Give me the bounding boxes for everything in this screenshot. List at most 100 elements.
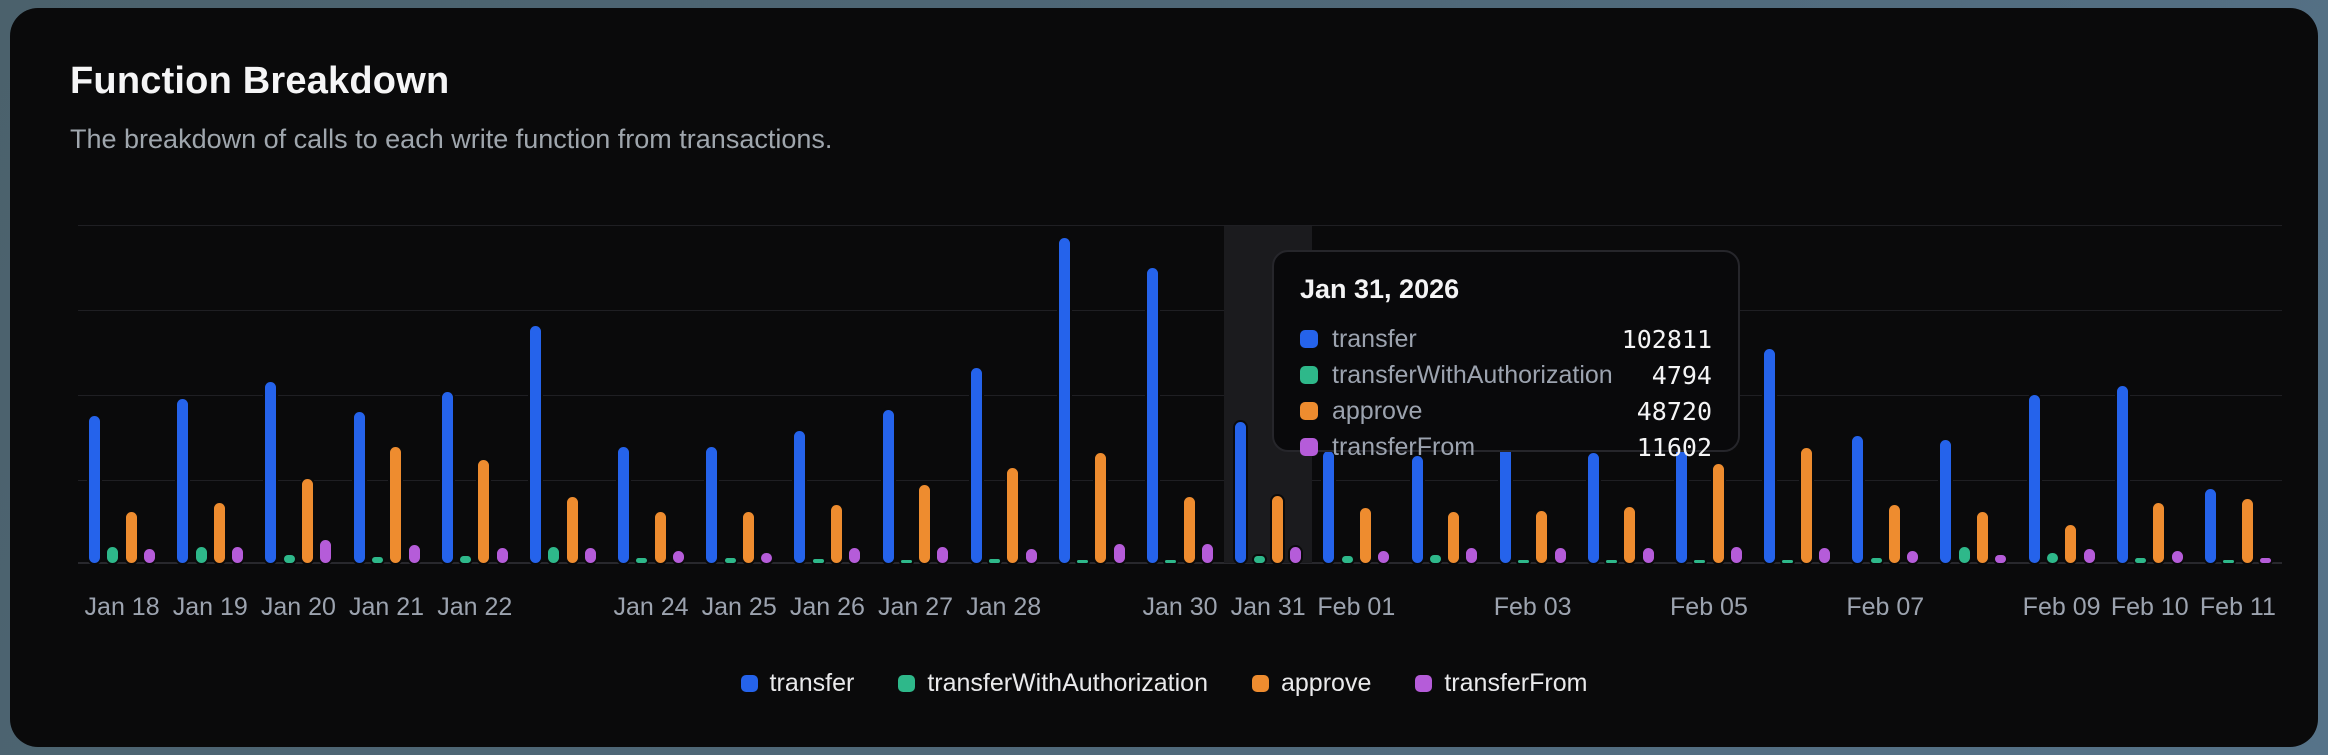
bar-transferWithAuthorization-feb-06[interactable] [1782, 560, 1794, 563]
bar-transferFrom-jan-25[interactable] [761, 553, 773, 563]
bar-approve-jan-27[interactable] [919, 485, 931, 563]
bar-transfer-feb-10[interactable] [2116, 386, 2128, 563]
bar-transferFrom-feb-06[interactable] [1819, 548, 1831, 563]
bar-transferWithAuthorization-jan-24[interactable] [636, 558, 648, 563]
bar-transferFrom-jan-19[interactable] [232, 547, 244, 563]
bar-transferFrom-jan-30[interactable] [1201, 544, 1213, 563]
bar-transferWithAuthorization-jan-19[interactable] [195, 547, 207, 563]
bar-transfer-feb-08[interactable] [1940, 440, 1952, 563]
bar-transferWithAuthorization-jan-21[interactable] [371, 557, 383, 563]
bar-transfer-jan-19[interactable] [177, 399, 189, 563]
bar-transferFrom-feb-04[interactable] [1642, 548, 1654, 563]
bar-approve-feb-06[interactable] [1800, 448, 1812, 563]
bar-transfer-jan-24[interactable] [618, 447, 630, 563]
bar-approve-feb-09[interactable] [2065, 525, 2077, 563]
bar-approve-jan-25[interactable] [742, 512, 754, 563]
bar-transferWithAuthorization-feb-10[interactable] [2135, 558, 2147, 563]
bar-transferWithAuthorization-feb-01[interactable] [1341, 556, 1353, 563]
bar-approve-feb-03[interactable] [1536, 511, 1548, 563]
bar-transferFrom-jan-24[interactable] [672, 551, 684, 563]
bar-transferFrom-feb-09[interactable] [2083, 549, 2095, 563]
bar-approve-feb-10[interactable] [2153, 503, 2165, 563]
bar-approve-feb-02[interactable] [1448, 512, 1460, 563]
bar-transferWithAuthorization-jan-28[interactable] [989, 559, 1001, 563]
bar-transfer-feb-09[interactable] [2028, 395, 2040, 563]
bar-approve-feb-05[interactable] [1712, 464, 1724, 563]
bar-transferFrom-jan-31[interactable] [1290, 547, 1302, 563]
bar-approve-feb-07[interactable] [1888, 505, 1900, 563]
bar-transfer-jan-22[interactable] [441, 392, 453, 563]
bar-transferWithAuthorization-jan-25[interactable] [724, 558, 736, 563]
bar-transferFrom-feb-11[interactable] [2259, 558, 2271, 563]
bar-transferWithAuthorization-jan-23[interactable] [548, 547, 560, 563]
legend-item-transferWithAuthorization[interactable]: transferWithAuthorization [898, 669, 1208, 698]
bar-transferWithAuthorization-jan-30[interactable] [1165, 560, 1177, 563]
bar-transferWithAuthorization-feb-03[interactable] [1517, 560, 1529, 563]
bar-transfer-jan-26[interactable] [794, 431, 806, 563]
bar-transferFrom-jan-23[interactable] [584, 548, 596, 563]
bar-transfer-jan-25[interactable] [706, 447, 718, 563]
bar-transferFrom-jan-18[interactable] [144, 549, 156, 563]
bar-approve-jan-30[interactable] [1183, 497, 1195, 563]
bar-transferFrom-jan-27[interactable] [937, 547, 949, 563]
bar-transferFrom-jan-28[interactable] [1025, 549, 1037, 563]
bar-transfer-jan-30[interactable] [1147, 268, 1159, 563]
bar-approve-jan-31[interactable] [1271, 496, 1283, 563]
bar-approve-jan-24[interactable] [654, 512, 666, 563]
bar-approve-jan-28[interactable] [1007, 468, 1019, 563]
bar-transfer-jan-28[interactable] [970, 368, 982, 563]
bar-transferFrom-jan-29[interactable] [1113, 544, 1125, 563]
bar-approve-jan-29[interactable] [1095, 453, 1107, 563]
bar-transferWithAuthorization-feb-05[interactable] [1694, 560, 1706, 563]
bar-transferFrom-jan-20[interactable] [320, 540, 332, 563]
bar-transfer-feb-11[interactable] [2204, 489, 2216, 563]
bar-transferWithAuthorization-feb-07[interactable] [1870, 558, 1882, 563]
bar-transferFrom-jan-21[interactable] [408, 545, 420, 563]
bar-transferFrom-feb-08[interactable] [1995, 555, 2007, 563]
bar-approve-jan-26[interactable] [831, 505, 842, 563]
bar-transferWithAuthorization-feb-11[interactable] [2223, 560, 2235, 563]
bar-transferFrom-feb-10[interactable] [2171, 551, 2183, 563]
bar-transferWithAuthorization-feb-02[interactable] [1429, 555, 1441, 563]
bar-transferWithAuthorization-jan-20[interactable] [283, 555, 295, 563]
legend-item-approve[interactable]: approve [1252, 669, 1371, 698]
bar-transfer-jan-23[interactable] [529, 326, 541, 563]
bar-transfer-feb-06[interactable] [1764, 349, 1776, 563]
bar-approve-jan-21[interactable] [390, 447, 402, 563]
bar-transferFrom-feb-07[interactable] [1907, 551, 1919, 563]
bar-transferFrom-feb-02[interactable] [1466, 548, 1478, 563]
bar-transfer-jan-21[interactable] [353, 412, 365, 563]
bar-approve-feb-11[interactable] [2241, 499, 2253, 563]
bar-chart-plot-area[interactable] [78, 158, 2282, 564]
bar-transfer-jan-27[interactable] [882, 410, 894, 563]
bar-transferWithAuthorization-jan-31[interactable] [1253, 556, 1265, 563]
bar-transfer-feb-02[interactable] [1411, 456, 1423, 563]
bar-transferFrom-jan-26[interactable] [849, 548, 861, 563]
bar-transferWithAuthorization-jan-26[interactable] [812, 559, 824, 563]
bar-transfer-jan-20[interactable] [265, 382, 277, 563]
bar-transferFrom-feb-01[interactable] [1378, 551, 1390, 563]
bar-transferWithAuthorization-feb-04[interactable] [1606, 560, 1618, 563]
bar-transfer-jan-29[interactable] [1058, 238, 1070, 563]
bar-approve-jan-19[interactable] [213, 503, 225, 563]
bar-approve-feb-01[interactable] [1359, 508, 1371, 563]
bar-approve-jan-22[interactable] [478, 460, 490, 563]
bar-approve-jan-23[interactable] [566, 497, 578, 563]
bar-transferFrom-feb-05[interactable] [1730, 547, 1742, 563]
bar-transferWithAuthorization-jan-18[interactable] [107, 547, 119, 563]
bar-transfer-feb-05[interactable] [1676, 442, 1687, 563]
bar-transfer-feb-03[interactable] [1499, 447, 1511, 563]
bar-transfer-feb-07[interactable] [1852, 436, 1864, 563]
bar-approve-feb-08[interactable] [1977, 512, 1989, 563]
bar-approve-feb-04[interactable] [1624, 507, 1636, 563]
bar-transfer-feb-04[interactable] [1587, 453, 1599, 563]
bar-transferWithAuthorization-jan-29[interactable] [1077, 560, 1089, 563]
legend-item-transfer[interactable]: transfer [740, 669, 854, 698]
bar-transferWithAuthorization-feb-09[interactable] [2046, 553, 2058, 563]
bar-transfer-feb-01[interactable] [1323, 451, 1335, 563]
bar-transferFrom-feb-03[interactable] [1554, 548, 1566, 563]
bar-transferWithAuthorization-jan-22[interactable] [460, 556, 472, 563]
bar-transferWithAuthorization-jan-27[interactable] [900, 560, 912, 563]
bar-transfer-jan-31[interactable] [1235, 422, 1247, 563]
bar-transfer-jan-18[interactable] [89, 416, 101, 563]
